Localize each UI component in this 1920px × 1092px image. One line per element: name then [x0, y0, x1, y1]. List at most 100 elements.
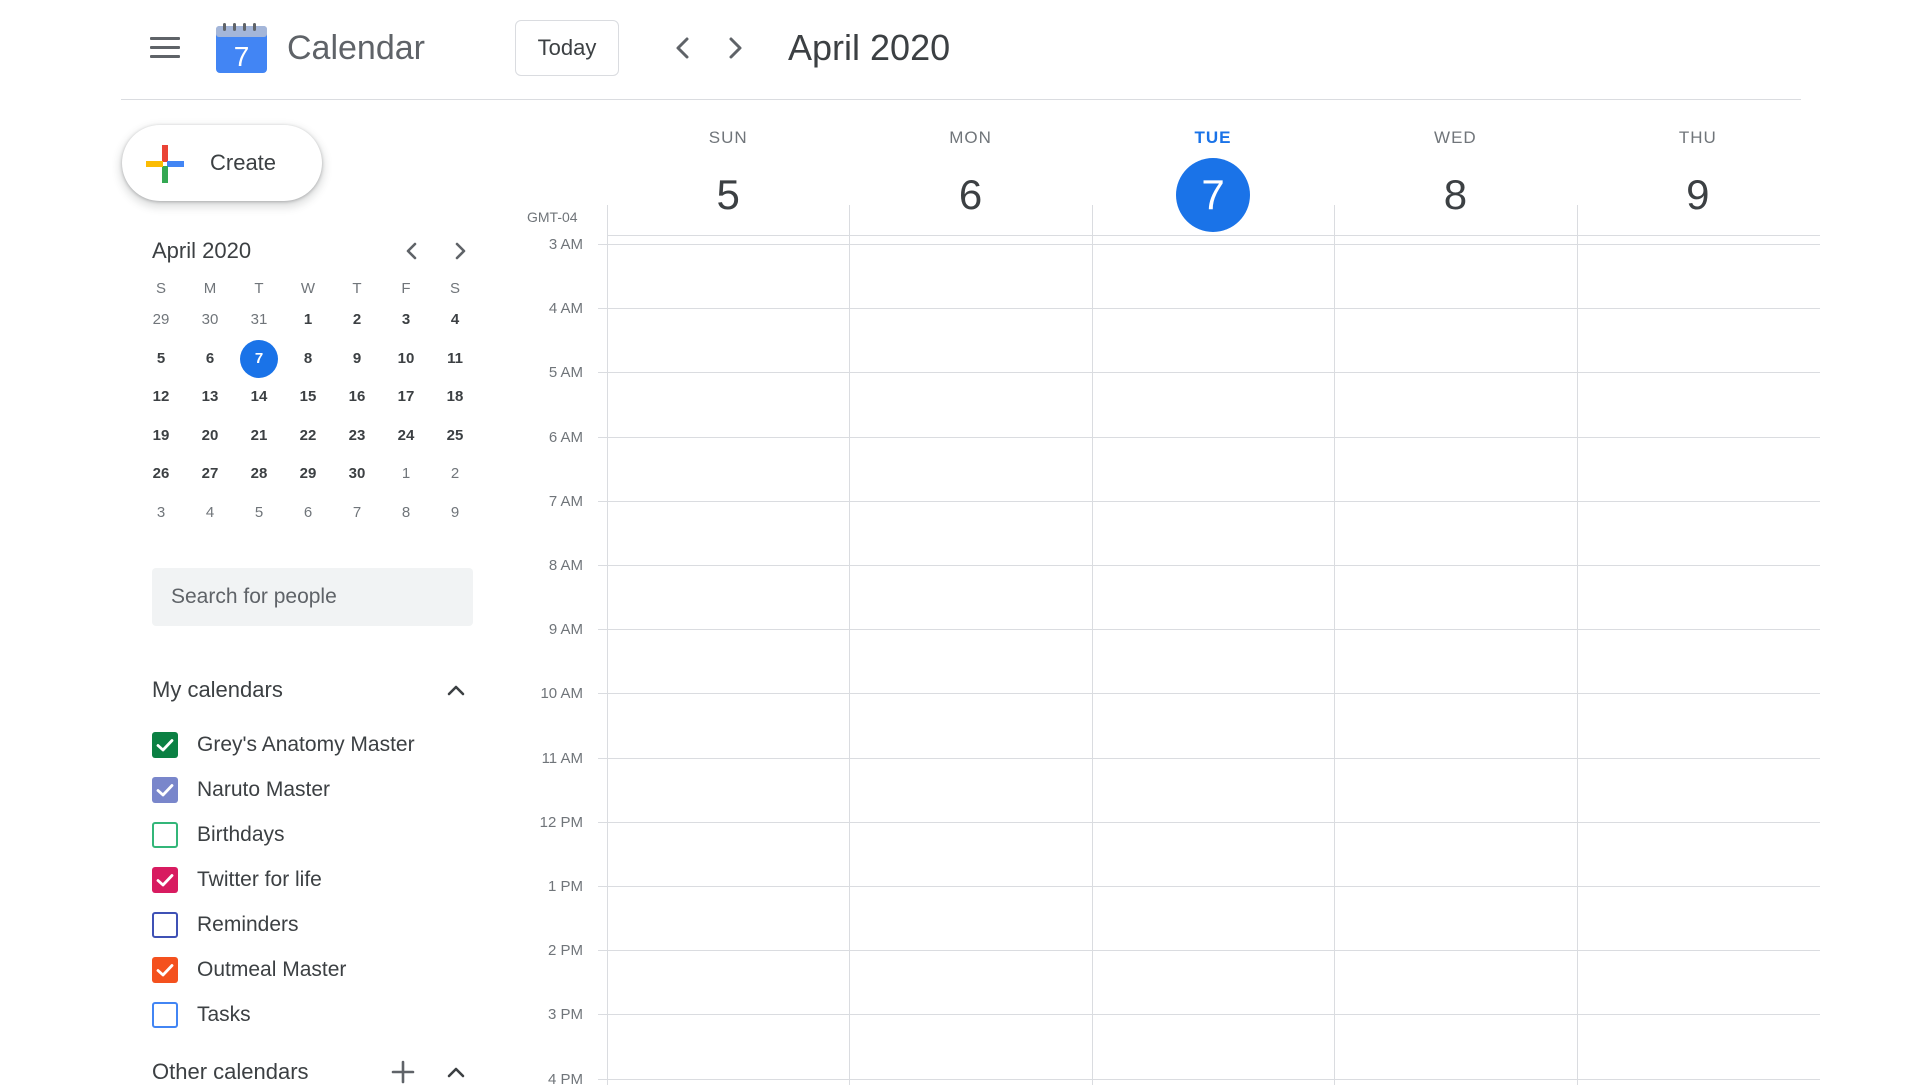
chevron-up-icon[interactable]: [442, 676, 470, 704]
mini-day[interactable]: 23: [337, 418, 377, 454]
chevron-left-icon[interactable]: [665, 30, 701, 66]
mini-day[interactable]: 5: [239, 495, 279, 531]
date-number[interactable]: 5: [691, 158, 765, 232]
mini-day[interactable]: 1: [386, 456, 426, 492]
mini-day[interactable]: 5: [141, 341, 181, 377]
add-other-calendar-icon[interactable]: [388, 1057, 418, 1087]
today-button[interactable]: Today: [515, 20, 619, 76]
mini-weekday-label: T: [239, 280, 279, 297]
day-column-header[interactable]: WED 8: [1355, 128, 1555, 232]
mini-calendar-title: April 2020: [152, 236, 251, 266]
mini-day[interactable]: 3: [386, 302, 426, 338]
mini-next-month-icon[interactable]: [445, 236, 475, 266]
mini-day-selected[interactable]: 7: [239, 341, 279, 377]
create-button[interactable]: Create: [122, 125, 322, 201]
mini-day[interactable]: 15: [288, 379, 328, 415]
mini-day[interactable]: 2: [435, 456, 475, 492]
checkbox-checked-icon[interactable]: [152, 867, 178, 893]
mini-day[interactable]: 11: [435, 341, 475, 377]
mini-day[interactable]: 29: [288, 456, 328, 492]
calendar-list-item[interactable]: Reminders: [152, 907, 472, 943]
calendar-list-item[interactable]: Birthdays: [152, 817, 472, 853]
mini-day[interactable]: 30: [190, 302, 230, 338]
hamburger-menu-icon[interactable]: [150, 37, 180, 59]
hour-label: 2 PM: [520, 943, 583, 959]
mini-prev-month-icon[interactable]: [397, 236, 427, 266]
date-number[interactable]: 6: [934, 158, 1008, 232]
hour-label: 4 AM: [520, 301, 583, 317]
calendar-list-item[interactable]: Grey's Anatomy Master: [152, 727, 472, 763]
checkbox-unchecked-icon[interactable]: [152, 822, 178, 848]
calendar-list-item[interactable]: Twitter for life: [152, 862, 472, 898]
mini-day[interactable]: 8: [288, 341, 328, 377]
day-column-header[interactable]: SUN 5: [628, 128, 828, 232]
calendar-label: Tasks: [197, 1000, 251, 1030]
mini-weekday-label: W: [288, 280, 328, 297]
mini-day[interactable]: 7: [337, 495, 377, 531]
hour-label: 1 PM: [520, 879, 583, 895]
mini-weekday-label: S: [435, 280, 475, 297]
calendar-list-item[interactable]: Naruto Master: [152, 772, 472, 808]
mini-weekday-label: M: [190, 280, 230, 297]
mini-day[interactable]: 2: [337, 302, 377, 338]
mini-day[interactable]: 31: [239, 302, 279, 338]
mini-day[interactable]: 1: [288, 302, 328, 338]
mini-day[interactable]: 20: [190, 418, 230, 454]
mini-day[interactable]: 19: [141, 418, 181, 454]
mini-day[interactable]: 18: [435, 379, 475, 415]
checkbox-checked-icon[interactable]: [152, 777, 178, 803]
hour-gridline: [598, 565, 1820, 566]
hour-gridline: [598, 244, 1820, 245]
mini-day[interactable]: 29: [141, 302, 181, 338]
mini-day[interactable]: 26: [141, 456, 181, 492]
mini-day[interactable]: 30: [337, 456, 377, 492]
mini-day[interactable]: 6: [190, 341, 230, 377]
day-column-header[interactable]: THU 9: [1598, 128, 1798, 232]
mini-day[interactable]: 3: [141, 495, 181, 531]
calendar-list-item[interactable]: Outmeal Master: [152, 952, 472, 988]
chevron-up-icon[interactable]: [442, 1058, 470, 1086]
checkbox-checked-icon[interactable]: [152, 732, 178, 758]
checkbox-unchecked-icon[interactable]: [152, 912, 178, 938]
mini-day[interactable]: 8: [386, 495, 426, 531]
mini-day[interactable]: 14: [239, 379, 279, 415]
hour-gridline: [598, 822, 1820, 823]
mini-day[interactable]: 28: [239, 456, 279, 492]
calendar-label: Twitter for life: [197, 865, 322, 895]
day-of-week-label: MON: [871, 128, 1071, 148]
search-people-input[interactable]: [152, 568, 473, 626]
hour-gridline: [598, 950, 1820, 951]
day-of-week-label: WED: [1355, 128, 1555, 148]
mini-day[interactable]: 25: [435, 418, 475, 454]
mini-day[interactable]: 16: [337, 379, 377, 415]
mini-day[interactable]: 9: [435, 495, 475, 531]
logo-day-number: 7: [234, 41, 250, 72]
day-column-header[interactable]: TUE 7: [1113, 128, 1313, 232]
hour-gridline: [598, 308, 1820, 309]
mini-day[interactable]: 4: [435, 302, 475, 338]
day-column-header[interactable]: MON 6: [871, 128, 1071, 232]
mini-day[interactable]: 6: [288, 495, 328, 531]
hour-label: 6 AM: [520, 430, 583, 446]
mini-day[interactable]: 22: [288, 418, 328, 454]
date-number[interactable]: 9: [1661, 158, 1735, 232]
mini-day[interactable]: 17: [386, 379, 426, 415]
mini-day[interactable]: 24: [386, 418, 426, 454]
hour-label: 3 PM: [520, 1007, 583, 1023]
mini-day[interactable]: 12: [141, 379, 181, 415]
mini-day[interactable]: 21: [239, 418, 279, 454]
mini-day[interactable]: 27: [190, 456, 230, 492]
mini-day[interactable]: 9: [337, 341, 377, 377]
calendar-label: Grey's Anatomy Master: [197, 730, 415, 760]
checkbox-unchecked-icon[interactable]: [152, 1002, 178, 1028]
mini-day[interactable]: 10: [386, 341, 426, 377]
mini-day[interactable]: 4: [190, 495, 230, 531]
date-number[interactable]: 8: [1418, 158, 1492, 232]
calendar-list-item[interactable]: Tasks: [152, 997, 472, 1033]
all-day-divider: [607, 235, 1820, 236]
today-date-number[interactable]: 7: [1176, 158, 1250, 232]
mini-day[interactable]: 13: [190, 379, 230, 415]
chevron-right-icon[interactable]: [717, 30, 753, 66]
my-calendars-title: My calendars: [152, 675, 283, 705]
checkbox-checked-icon[interactable]: [152, 957, 178, 983]
